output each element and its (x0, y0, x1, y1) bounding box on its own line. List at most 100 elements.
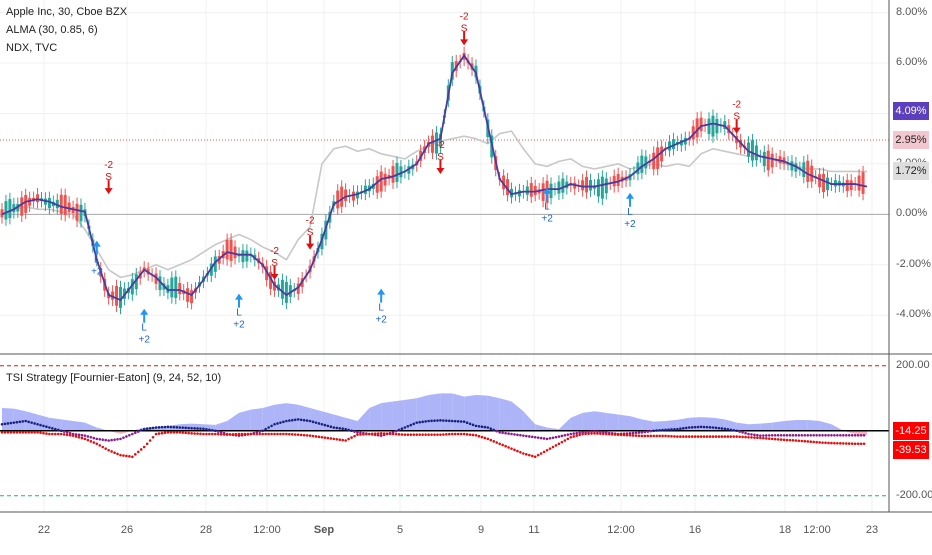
signal-dot (291, 433, 294, 436)
tsi-band-segment (499, 398, 512, 431)
tsi-dot (65, 431, 69, 434)
tsi-dot (590, 430, 593, 433)
tsi-dot (779, 434, 783, 437)
signal-dot (296, 433, 300, 436)
candle-body (174, 276, 178, 298)
candle-body (652, 152, 656, 170)
candle-body (178, 283, 182, 295)
tsi-dot (285, 419, 288, 423)
tsi-band-segment (843, 430, 856, 434)
time-tick-label: 16 (688, 524, 702, 536)
signal-dot (24, 431, 27, 434)
signal-dot (95, 442, 99, 446)
signal-dot (228, 433, 232, 436)
signal-dot (519, 450, 522, 454)
tsi-dot (208, 428, 211, 432)
tsi-dot (788, 434, 792, 437)
tsi-dot (56, 428, 60, 432)
candle-body (379, 171, 383, 192)
candle-body (55, 199, 59, 209)
signal-dot (584, 432, 587, 436)
short-signal-label: S (271, 258, 278, 269)
tsi-dot (661, 428, 664, 432)
signal-dot (213, 432, 217, 436)
candle-body (233, 246, 237, 259)
signal-dot (764, 437, 768, 440)
short-signal-label: S (437, 152, 444, 163)
signal-dot (187, 431, 190, 435)
signal-dot (184, 431, 187, 435)
tsi-dot (548, 437, 552, 440)
alma-legend[interactable]: ALMA (30, 0.85, 6) (6, 24, 98, 36)
tsi-dot (338, 427, 342, 430)
tsi-dot (809, 434, 813, 437)
tsi-dot (219, 431, 223, 434)
signal-dot (732, 435, 735, 438)
tsi-dot (501, 431, 504, 435)
short-signal-qty: -2 (270, 246, 279, 257)
signal-dot (344, 439, 347, 442)
tsi-dot (125, 435, 128, 438)
tsi-band-segment (464, 395, 476, 431)
candle-body (352, 191, 356, 201)
long-signal-qty: +2 (624, 219, 636, 230)
signal-dot (379, 432, 383, 435)
signal-dot (779, 438, 783, 441)
signal-dot (6, 431, 10, 434)
tsi-band-segment (61, 419, 74, 431)
price-tick-label: -2.00% (896, 257, 931, 270)
signal-dot (607, 432, 611, 436)
tsi-dot (652, 429, 656, 433)
candle-body (269, 271, 273, 289)
tsi-dot (279, 421, 282, 424)
tsi-dot (631, 431, 635, 435)
signal-dot (18, 431, 22, 434)
tsi-dot (702, 425, 706, 429)
tsi-dot (296, 418, 300, 421)
tsi-dot (676, 427, 679, 431)
tsi-band-segment (523, 411, 536, 431)
candle-body (158, 276, 162, 291)
signal-dot (504, 444, 507, 448)
signal-dot (166, 431, 170, 434)
tsi-dot (317, 422, 321, 425)
signal-dot (744, 435, 747, 439)
signal-dot (341, 438, 344, 442)
signal-dot (788, 438, 792, 442)
signal-dot (450, 432, 454, 436)
short-signal-label: S (307, 228, 314, 239)
tsi-dot (258, 430, 262, 433)
signal-dot (551, 445, 555, 449)
candle-body (67, 202, 71, 212)
tsi-dot (525, 434, 528, 438)
candle-body (529, 183, 533, 197)
tsi-band-segment (274, 403, 287, 431)
tsi-dot (750, 433, 753, 436)
tsi-dot (628, 432, 632, 435)
tsi-dot (335, 426, 339, 430)
signal-dot (142, 445, 146, 449)
signal-dot (219, 433, 223, 436)
candle-body (47, 197, 51, 209)
price-value-badge: 1.72% (893, 161, 929, 180)
signal-dot (113, 451, 116, 454)
long-signal-qty: +2 (541, 214, 553, 225)
signal-dot (605, 432, 608, 436)
ndx-legend[interactable]: NDX, TVC (6, 42, 58, 54)
tsi-dot (403, 426, 407, 429)
signal-dot (850, 442, 854, 445)
tsi-dot (844, 434, 848, 437)
tsi-dot (759, 434, 762, 437)
tsi-dot (708, 426, 712, 429)
tsi-dot (839, 434, 842, 437)
tsi-dot (572, 432, 576, 435)
signal-dot (679, 435, 682, 438)
tsi-dot (320, 422, 324, 426)
signal-dot (104, 447, 107, 450)
signal-dot (418, 433, 421, 436)
tsi-legend[interactable]: TSI Strategy [Fournier-Eaton] (9, 24, 52… (6, 372, 222, 384)
symbol-legend[interactable]: Apple Inc, 30, Cboe BZX (6, 6, 128, 18)
tsi-dot (557, 435, 561, 438)
